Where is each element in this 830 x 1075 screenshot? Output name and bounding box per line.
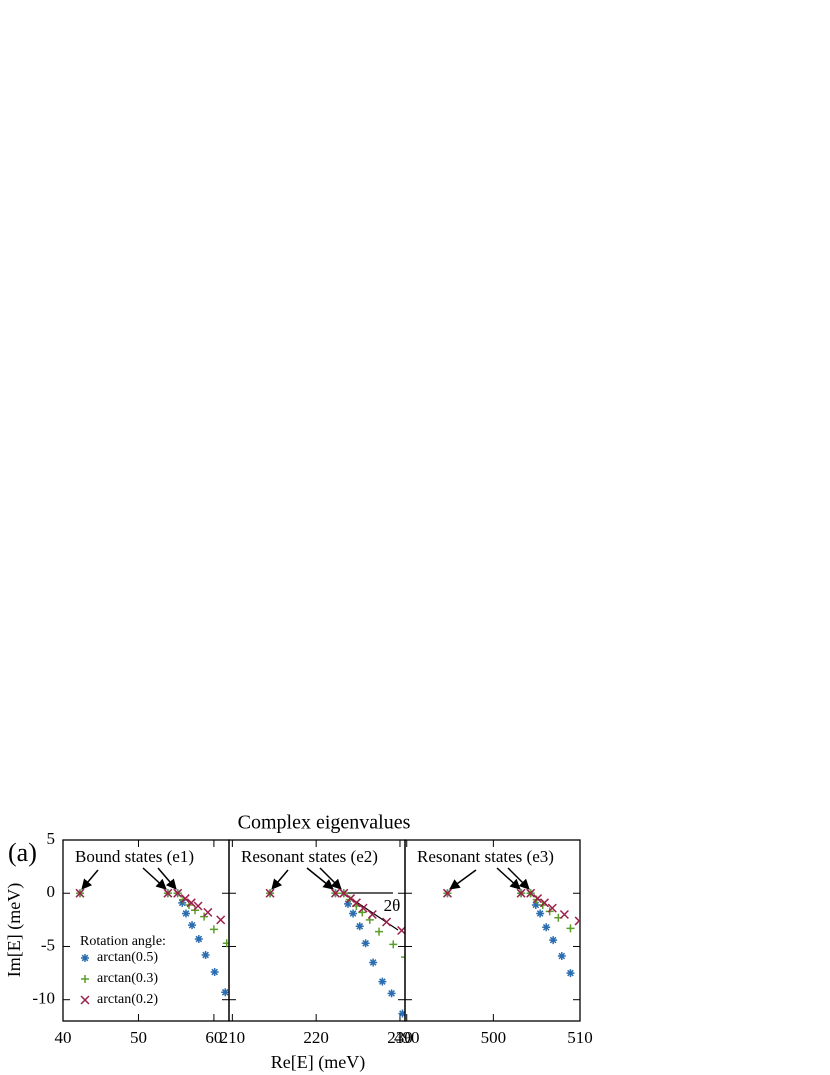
point bbox=[193, 901, 203, 911]
angle-label: 2θ bbox=[384, 896, 401, 915]
x-tick-label: 230 bbox=[387, 1028, 413, 1047]
point bbox=[339, 888, 349, 898]
panel-annotation: Bound states (e1) bbox=[75, 847, 194, 866]
point bbox=[186, 898, 196, 908]
point bbox=[531, 900, 540, 909]
point bbox=[75, 888, 85, 898]
y-axis-label: Im[E] (meV) bbox=[4, 883, 25, 977]
point bbox=[173, 888, 183, 898]
point bbox=[382, 917, 392, 927]
y-tick-label: -5 bbox=[41, 935, 55, 954]
point bbox=[180, 894, 190, 904]
legend-marker bbox=[81, 975, 89, 983]
point bbox=[181, 909, 190, 918]
legend-label: arctan(0.5) bbox=[97, 950, 158, 965]
y-tick-label: -10 bbox=[32, 989, 55, 1008]
y-tick-label: 0 bbox=[47, 882, 56, 901]
legend-marker bbox=[80, 995, 90, 1005]
point bbox=[378, 977, 387, 986]
point bbox=[369, 958, 378, 967]
point bbox=[389, 940, 398, 949]
legend-marker bbox=[81, 954, 89, 962]
point bbox=[344, 899, 353, 908]
point bbox=[557, 952, 566, 961]
data-points bbox=[442, 888, 580, 978]
point bbox=[442, 888, 452, 898]
x-tick-label: 490 bbox=[394, 1028, 420, 1047]
point bbox=[200, 912, 209, 921]
x-tick-label: 210 bbox=[220, 1028, 246, 1047]
point bbox=[387, 989, 396, 998]
point bbox=[398, 1009, 405, 1018]
figure-title: Complex eigenvalues bbox=[238, 812, 411, 834]
legend-label: arctan(0.2) bbox=[97, 992, 158, 1007]
point bbox=[349, 909, 358, 918]
point bbox=[163, 888, 173, 898]
point bbox=[397, 925, 405, 936]
point bbox=[178, 898, 187, 907]
x-tick-label: 220 bbox=[303, 1028, 329, 1047]
point bbox=[547, 903, 557, 913]
x-tick-label: 500 bbox=[481, 1028, 507, 1047]
panel-annotation: Resonant states (e3) bbox=[417, 847, 554, 866]
point bbox=[536, 909, 545, 918]
data-points bbox=[75, 888, 229, 997]
point bbox=[351, 898, 361, 908]
y-tick-label: 5 bbox=[47, 829, 56, 848]
point bbox=[194, 935, 203, 944]
data-points bbox=[265, 888, 405, 1018]
point bbox=[367, 909, 377, 920]
point bbox=[361, 939, 370, 948]
point bbox=[330, 888, 340, 898]
point bbox=[210, 968, 219, 977]
point bbox=[375, 927, 384, 936]
point bbox=[203, 907, 213, 917]
panel-annotation: Resonant states (e2) bbox=[241, 847, 378, 866]
point bbox=[191, 906, 200, 915]
x-tick-label: 40 bbox=[55, 1028, 72, 1047]
point bbox=[265, 888, 275, 898]
point bbox=[188, 921, 197, 930]
point bbox=[358, 903, 368, 913]
point bbox=[539, 898, 550, 908]
point bbox=[201, 950, 210, 959]
annotation-arrows bbox=[81, 867, 530, 931]
x-tick-label: 50 bbox=[130, 1028, 147, 1047]
x-tick-label: 510 bbox=[567, 1028, 593, 1047]
point bbox=[549, 936, 558, 945]
x-tick-label: 60 bbox=[205, 1028, 222, 1047]
point bbox=[526, 888, 536, 898]
point bbox=[574, 916, 580, 926]
point bbox=[516, 888, 526, 898]
x-axis-label: Re[E] (meV) bbox=[271, 1052, 365, 1073]
point bbox=[542, 923, 551, 932]
point bbox=[533, 894, 543, 904]
plot-frame bbox=[404, 839, 581, 1022]
point bbox=[216, 915, 226, 925]
point bbox=[222, 939, 229, 948]
point bbox=[209, 925, 218, 934]
point bbox=[559, 909, 569, 920]
point bbox=[221, 988, 229, 997]
panel-label: (a) bbox=[8, 838, 37, 867]
point bbox=[566, 969, 575, 978]
point bbox=[401, 953, 405, 962]
point bbox=[566, 924, 575, 933]
point bbox=[355, 922, 364, 931]
legend-label: arctan(0.3) bbox=[97, 971, 158, 986]
legend-title: Rotation angle: bbox=[80, 934, 166, 949]
point bbox=[345, 894, 356, 904]
